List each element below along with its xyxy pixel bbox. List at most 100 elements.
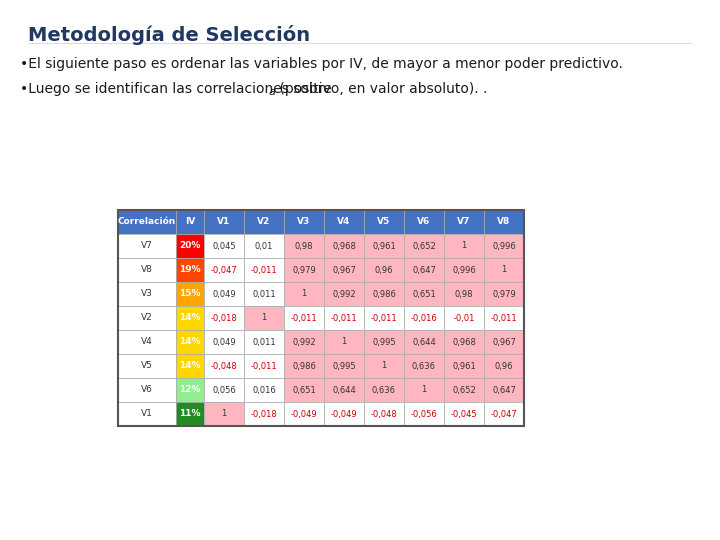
Bar <box>484 210 524 234</box>
Text: -0,047: -0,047 <box>211 266 238 274</box>
Text: -0,048: -0,048 <box>371 409 397 418</box>
Bar <box>176 306 204 330</box>
Text: -0,049: -0,049 <box>291 409 318 418</box>
Text: 0,996: 0,996 <box>452 266 476 274</box>
Text: 0,647: 0,647 <box>492 386 516 395</box>
Text: 0,045: 0,045 <box>212 241 236 251</box>
Text: 1: 1 <box>462 241 467 251</box>
Bar <box>444 234 484 258</box>
Bar <box>404 234 444 258</box>
Bar <box>244 234 284 258</box>
Bar <box>118 210 176 234</box>
Text: -0,011: -0,011 <box>371 314 397 322</box>
Text: 12%: 12% <box>179 386 201 395</box>
Bar <box>404 378 444 402</box>
Bar <box>484 402 524 426</box>
Bar <box>118 234 176 258</box>
Bar <box>444 282 484 306</box>
Text: 0,644: 0,644 <box>412 338 436 347</box>
Text: V5: V5 <box>377 218 391 226</box>
Text: 1: 1 <box>501 266 507 274</box>
Bar <box>324 234 364 258</box>
Text: 0,651: 0,651 <box>412 289 436 299</box>
Text: 0,644: 0,644 <box>332 386 356 395</box>
Text: 0,636: 0,636 <box>372 386 396 395</box>
Text: 14%: 14% <box>179 361 201 370</box>
Bar <box>404 306 444 330</box>
Text: V5: V5 <box>141 361 153 370</box>
Bar <box>444 210 484 234</box>
Text: -0,011: -0,011 <box>251 361 277 370</box>
Bar <box>484 306 524 330</box>
Text: a: a <box>269 87 275 97</box>
Bar <box>284 282 324 306</box>
Text: (positivo, en valor absoluto). .: (positivo, en valor absoluto). . <box>275 82 487 96</box>
Text: Metodología de Selección: Metodología de Selección <box>28 25 310 45</box>
Text: -0,018: -0,018 <box>251 409 277 418</box>
Text: -0,047: -0,047 <box>490 409 518 418</box>
Bar <box>404 330 444 354</box>
Text: 1: 1 <box>421 386 427 395</box>
Text: 0,652: 0,652 <box>452 386 476 395</box>
Bar <box>284 354 324 378</box>
Text: 1: 1 <box>341 338 346 347</box>
Bar <box>404 282 444 306</box>
Text: 0,647: 0,647 <box>412 266 436 274</box>
Text: •Luego se identifican las correlaciones sobre: •Luego se identifican las correlaciones … <box>20 82 332 96</box>
Text: -0,049: -0,049 <box>330 409 357 418</box>
Bar <box>204 234 244 258</box>
Text: 0,967: 0,967 <box>492 338 516 347</box>
Text: 0,049: 0,049 <box>212 289 236 299</box>
Text: -0,011: -0,011 <box>330 314 357 322</box>
Bar <box>118 330 176 354</box>
Bar <box>324 354 364 378</box>
Text: 0,96: 0,96 <box>374 266 393 274</box>
Text: 0,011: 0,011 <box>252 289 276 299</box>
Text: -0,011: -0,011 <box>291 314 318 322</box>
Bar <box>324 282 364 306</box>
Bar <box>284 234 324 258</box>
Bar <box>176 330 204 354</box>
Text: 0,992: 0,992 <box>292 338 316 347</box>
Bar <box>364 402 404 426</box>
Text: -0,056: -0,056 <box>410 409 437 418</box>
Text: -0,016: -0,016 <box>410 314 437 322</box>
Text: -0,018: -0,018 <box>211 314 238 322</box>
Bar <box>484 282 524 306</box>
Text: IV: IV <box>185 218 195 226</box>
Bar <box>404 210 444 234</box>
Bar <box>404 402 444 426</box>
Text: V4: V4 <box>337 218 351 226</box>
Bar <box>204 378 244 402</box>
Text: 1: 1 <box>302 289 307 299</box>
Bar <box>484 354 524 378</box>
Bar <box>364 258 404 282</box>
Text: -0,011: -0,011 <box>251 266 277 274</box>
Text: V3: V3 <box>141 289 153 299</box>
Bar <box>364 378 404 402</box>
Bar <box>284 378 324 402</box>
Bar <box>324 378 364 402</box>
Text: V6: V6 <box>141 386 153 395</box>
Bar <box>118 306 176 330</box>
Bar <box>244 282 284 306</box>
Bar <box>244 306 284 330</box>
Text: 20%: 20% <box>179 241 201 251</box>
Bar <box>284 330 324 354</box>
Text: V1: V1 <box>141 409 153 418</box>
Bar <box>484 378 524 402</box>
Text: 0,986: 0,986 <box>292 361 316 370</box>
Bar <box>176 234 204 258</box>
Text: 15%: 15% <box>179 289 201 299</box>
Bar <box>484 330 524 354</box>
Bar <box>244 330 284 354</box>
Bar <box>244 402 284 426</box>
Text: 14%: 14% <box>179 338 201 347</box>
Bar <box>364 234 404 258</box>
Text: 0,968: 0,968 <box>452 338 476 347</box>
Text: 0,961: 0,961 <box>452 361 476 370</box>
Text: 0,995: 0,995 <box>372 338 396 347</box>
Bar <box>324 258 364 282</box>
Text: V7: V7 <box>141 241 153 251</box>
Bar <box>364 330 404 354</box>
